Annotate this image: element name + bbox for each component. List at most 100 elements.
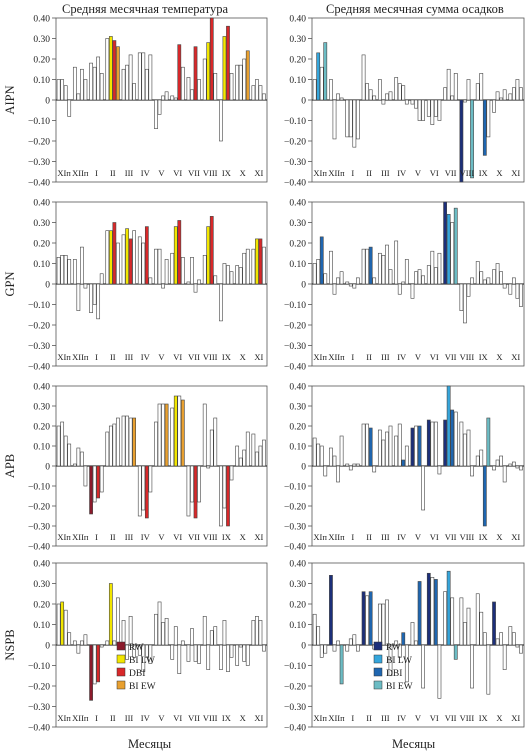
bar-bi-lw-XIIп bbox=[332, 455, 337, 467]
bar-dbi-III bbox=[385, 431, 389, 467]
bar-rw-V bbox=[154, 99, 158, 130]
temperature-legend: RW BI LW DBI BI EW bbox=[116, 641, 156, 692]
legend-swatch bbox=[116, 641, 126, 651]
month-label: X bbox=[240, 168, 246, 178]
bar-dbi-III bbox=[385, 599, 389, 646]
bar-bi-ew-II bbox=[116, 242, 120, 285]
bar-dbi-II bbox=[368, 89, 373, 101]
month-label: V bbox=[415, 713, 422, 723]
legend-swatch bbox=[373, 680, 383, 690]
month-label: VIII bbox=[460, 532, 475, 542]
bar-dbi-XIIп bbox=[336, 465, 340, 483]
bar-bi-lw-I bbox=[92, 465, 97, 503]
month-label: XIп bbox=[313, 532, 327, 542]
month-label: IV bbox=[141, 532, 151, 542]
bar-bi-ew-XIIп bbox=[83, 79, 88, 101]
bar-dbi-XIIп bbox=[336, 93, 340, 101]
bar-bi-ew-X bbox=[245, 50, 250, 101]
row-label-gpn: GPN bbox=[3, 271, 17, 296]
y-tick-label: 0.20 bbox=[289, 240, 306, 250]
bar-dbi-I bbox=[96, 56, 101, 101]
month-label: V bbox=[158, 168, 165, 178]
bar-bi-lw-III bbox=[125, 644, 129, 660]
y-tick-label: 0.10 bbox=[289, 621, 306, 631]
y-tick-label: −0.30 bbox=[284, 523, 306, 533]
bar-rw-VII bbox=[186, 465, 191, 517]
month-label: VII bbox=[188, 352, 200, 362]
bar-rw-XIIп bbox=[329, 447, 333, 467]
y-tick-label: −0.30 bbox=[28, 158, 50, 168]
bar-bi-lw-V bbox=[414, 271, 418, 285]
bar-rw-VII bbox=[186, 77, 191, 101]
bar-dbi-IX bbox=[482, 632, 487, 646]
bar-rw-XIп bbox=[56, 79, 61, 101]
y-tick-label: −0.10 bbox=[28, 483, 50, 493]
bar-rw-VIII bbox=[202, 615, 207, 646]
bar-dbi-II bbox=[112, 40, 117, 101]
month-label: XI bbox=[254, 713, 263, 723]
month-label: I bbox=[351, 168, 354, 178]
panel-apb-temperature: 0.40 0.30 0.20 0.10 0 −0.10 −0.20 −0.30 −0.40 XIп… bbox=[3, 383, 268, 553]
bar-bi-ew-XIп bbox=[67, 259, 72, 285]
bar-dbi-X bbox=[242, 58, 247, 101]
month-label: XI bbox=[254, 168, 263, 178]
month-label: III bbox=[381, 532, 390, 542]
y-tick-label: 0.20 bbox=[33, 423, 50, 433]
bar-rw-I bbox=[345, 644, 350, 652]
bar-bi-lw-IX bbox=[479, 611, 484, 646]
y-tick-label: 0 bbox=[45, 463, 50, 473]
legend-swatch bbox=[373, 654, 383, 664]
bar-rw-VIII bbox=[459, 283, 464, 311]
bar-rw-III bbox=[121, 415, 126, 467]
bar-bi-ew-VI bbox=[180, 640, 185, 646]
bar-dbi-V bbox=[417, 99, 422, 121]
y-tick-label: −0.40 bbox=[284, 363, 306, 373]
bar-dbi-VI bbox=[177, 220, 182, 285]
bar-bi-ew-XIп bbox=[323, 644, 328, 654]
bar-bi-ew-XI bbox=[262, 246, 266, 285]
y-tick-label: 0.10 bbox=[33, 76, 50, 86]
bar-bi-ew-XIп bbox=[67, 99, 72, 117]
bar-rw-III bbox=[377, 252, 382, 285]
bar-bi-ew-VIII bbox=[213, 626, 218, 646]
y-tick-label: 0.10 bbox=[289, 443, 306, 453]
bar-bi-lw-II bbox=[108, 583, 113, 646]
bar-bi-ew-III bbox=[388, 269, 393, 285]
bar-rw-X bbox=[235, 445, 240, 467]
bar-rw-IV bbox=[137, 465, 142, 517]
bar-bi-ew-VI bbox=[437, 252, 442, 285]
bar-rw-XIп bbox=[56, 257, 61, 285]
y-tick-label: −0.20 bbox=[284, 322, 306, 332]
y-tick-label: 0.30 bbox=[289, 219, 306, 229]
month-label: X bbox=[240, 713, 246, 723]
bar-bi-ew-V bbox=[421, 275, 425, 285]
month-label: XIIп bbox=[328, 352, 345, 362]
month-label: III bbox=[125, 168, 134, 178]
y-tick-label: 0 bbox=[45, 97, 50, 107]
bar-bi-ew-XIIп bbox=[339, 271, 344, 285]
bar-bi-lw-IV bbox=[397, 83, 402, 101]
bar-dbi-I bbox=[96, 465, 101, 499]
bar-rw-VIII bbox=[202, 58, 207, 101]
month-label: XIIп bbox=[72, 713, 89, 723]
bar-rw-XI bbox=[508, 283, 513, 295]
bar-bi-ew-XI bbox=[519, 87, 523, 101]
bar-rw-XIп bbox=[312, 613, 317, 646]
bar-dbi-III bbox=[385, 93, 389, 101]
month-label: VIII bbox=[460, 713, 475, 723]
bar-bi-lw-XI bbox=[255, 79, 259, 101]
bar-rw-VII bbox=[186, 644, 191, 662]
month-label: X bbox=[240, 352, 246, 362]
bar-bi-lw-XIIп bbox=[76, 93, 81, 101]
bar-bi-ew-IV bbox=[148, 277, 153, 285]
precipitation-x-axis-title: Месяцы bbox=[392, 737, 436, 751]
y-tick-label: −0.10 bbox=[284, 662, 306, 672]
bar-bi-lw-II bbox=[365, 423, 369, 467]
month-label: VI bbox=[430, 352, 439, 362]
month-label: IX bbox=[222, 352, 231, 362]
bar-dbi-III bbox=[128, 238, 133, 285]
bar-bi-ew-X bbox=[245, 644, 250, 666]
bar-bi-ew-VII bbox=[197, 644, 201, 664]
bar-rw-IX bbox=[219, 99, 223, 142]
bar-rw-XIIп bbox=[72, 640, 77, 646]
